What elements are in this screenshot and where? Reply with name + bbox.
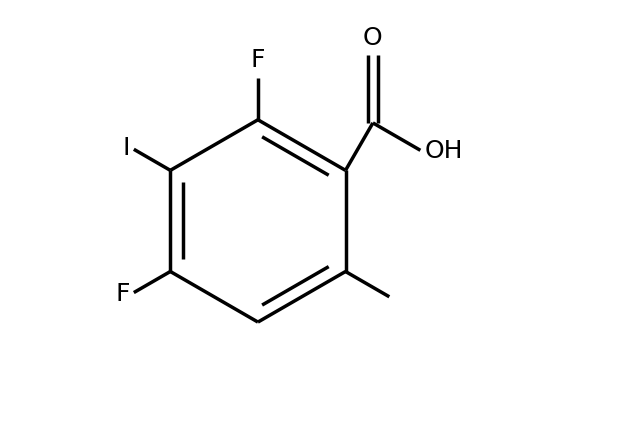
Text: OH: OH — [424, 139, 463, 163]
Text: F: F — [251, 48, 265, 72]
Text: I: I — [122, 136, 130, 160]
Text: O: O — [363, 26, 383, 50]
Text: F: F — [115, 281, 130, 305]
